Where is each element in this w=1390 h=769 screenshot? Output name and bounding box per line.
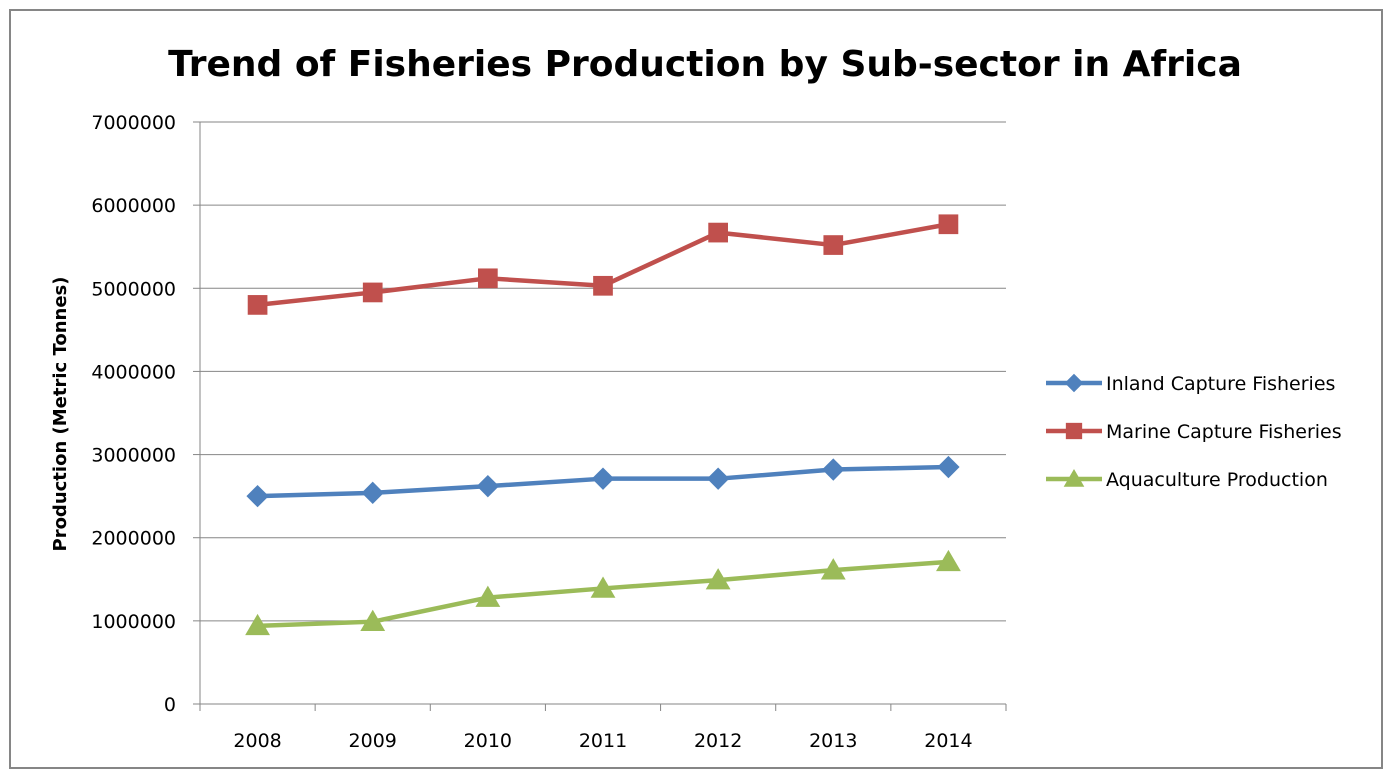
- data-point: [705, 568, 731, 590]
- data-point: [593, 275, 613, 296]
- data-point: [475, 585, 501, 607]
- legend-marker: [1064, 373, 1084, 393]
- data-point: [245, 613, 270, 636]
- data-point: [937, 455, 960, 479]
- x-tick-label: 2011: [579, 730, 627, 752]
- data-point: [247, 295, 268, 315]
- y-tick-label: 3000000: [91, 445, 176, 467]
- legend-label: Aquaculture Production: [1106, 469, 1328, 491]
- series-group: [245, 214, 961, 636]
- data-point: [938, 214, 959, 235]
- chart-frame: [9, 9, 1383, 769]
- data-point: [361, 481, 384, 504]
- y-tick-label: 6000000: [91, 195, 176, 217]
- data-point: [360, 609, 386, 631]
- legend-label: Inland Capture Fisheries: [1106, 373, 1335, 395]
- legend-label: Marine Capture Fisheries: [1106, 421, 1342, 443]
- chart-title: Trend of Fisheries Production by Sub-sec…: [168, 44, 1242, 85]
- x-tick-label: 2008: [233, 730, 281, 752]
- legend-item: Inland Capture Fisheries: [1046, 373, 1335, 395]
- legend-marker: [1063, 469, 1085, 487]
- data-point: [822, 458, 845, 481]
- series-3: [245, 549, 961, 636]
- x-tick-label: 2010: [464, 730, 512, 752]
- data-point: [246, 484, 269, 508]
- data-point: [478, 268, 498, 289]
- x-tick-label: 2009: [349, 730, 397, 752]
- data-point: [590, 576, 616, 598]
- x-tick-label: 2014: [924, 730, 972, 752]
- legend: Inland Capture Fisheries Marine Capture F…: [1046, 373, 1342, 491]
- legend-marker: [1065, 422, 1083, 440]
- data-point: [823, 235, 844, 255]
- legend-item: Aquaculture Production: [1046, 469, 1328, 491]
- data-point: [706, 467, 730, 490]
- data-point: [708, 222, 728, 243]
- axes: 0 1000000 2000000 3000000 4000000 5000000 6000…: [91, 112, 1007, 752]
- data-point: [476, 475, 500, 498]
- x-tick-label: 2013: [809, 730, 857, 752]
- series-2: [247, 214, 959, 315]
- y-tick-label: 7000000: [91, 112, 176, 134]
- data-point: [936, 549, 961, 572]
- y-axis-label: Production (Metric Tonnes): [50, 277, 71, 552]
- y-tick-label: 4000000: [91, 361, 176, 383]
- series-1: [246, 455, 960, 508]
- y-tick-label: 5000000: [91, 278, 176, 300]
- gridlines: [200, 121, 1006, 622]
- legend-item: Marine Capture Fisheries: [1046, 421, 1342, 443]
- data-point: [591, 467, 615, 490]
- y-tick-label: 1000000: [91, 611, 176, 633]
- data-point: [362, 282, 383, 303]
- x-tick-label: 2012: [694, 730, 742, 752]
- y-tick-label: 2000000: [91, 528, 176, 550]
- data-point: [820, 558, 846, 580]
- y-tick-label: 0: [164, 694, 176, 716]
